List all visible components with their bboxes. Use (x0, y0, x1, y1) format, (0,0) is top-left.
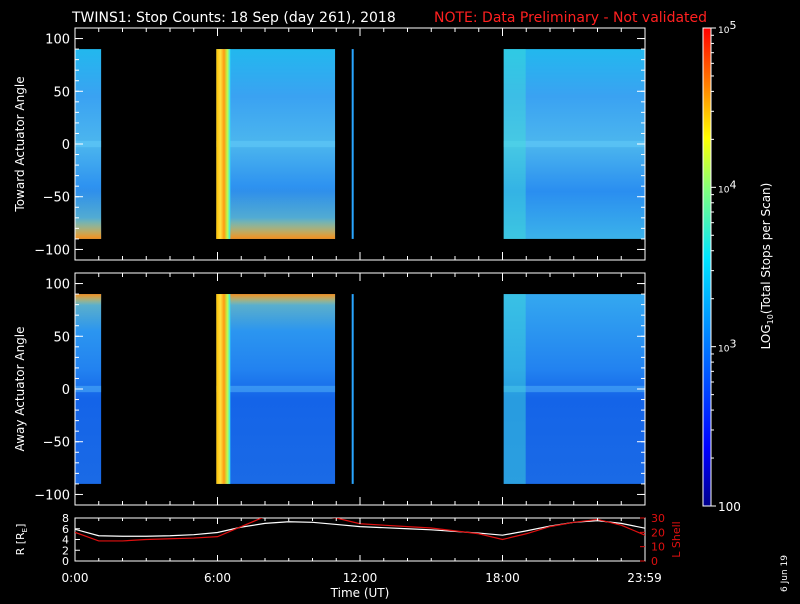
colorbar-tick-label: 105 (718, 19, 736, 36)
colorbar-tick-exp: 5 (729, 19, 736, 32)
colorbar-tick-label: 100 (718, 500, 741, 514)
y-tick-label: −100 (34, 488, 70, 503)
zero-angle-band (216, 385, 336, 393)
away-heatmap-panel: 100 50 0 −50 −100 Away Actuator Angle (13, 272, 646, 506)
x-tick-label: 18:00 (485, 571, 520, 585)
preliminary-note: NOTE: Data Preliminary - Not validated (434, 10, 707, 26)
right-y-tick-label: 10 (651, 541, 665, 554)
zero-angle-band (503, 385, 645, 393)
y-tick-label: −50 (43, 191, 70, 206)
left-y-tick-label: 2 (62, 544, 69, 557)
zero-angle-band (216, 140, 336, 148)
y-tick-label: −50 (43, 436, 70, 451)
y-tick-label: 100 (45, 278, 70, 293)
leading-stripes (503, 49, 526, 239)
y-tick-label: 0 (62, 138, 70, 153)
left-y-tick-label: 8 (62, 512, 69, 525)
date-stamp: 6 Jun 19 (780, 555, 790, 592)
coverage-block (503, 49, 645, 239)
leading-stripes (216, 49, 231, 239)
left-y-tick-label: 6 (62, 523, 69, 536)
x-tick-label: 23:59 (627, 571, 662, 585)
left-y-tick-label: 0 (62, 555, 69, 568)
warm-edge (75, 186, 102, 239)
warm-edge (216, 186, 336, 239)
y-tick-label: 0 (62, 383, 70, 398)
coverage-block (503, 294, 645, 484)
left-y-tick-label: 4 (62, 534, 69, 547)
x-axis-label: Time (UT) (330, 586, 390, 600)
colorbar-label-main: LOG (759, 324, 773, 349)
chart-title: TWINS1: Stop Counts: 18 Sep (day 261), 2… (71, 10, 396, 26)
radius-axis-label-sub: E (21, 528, 29, 532)
radius-axis-label: R [RE] (14, 524, 29, 556)
colorbar-tick-label: 103 (718, 338, 736, 355)
colorbar-label-sub: 10 (766, 314, 775, 324)
colorbar-tick-label: 104 (718, 178, 736, 195)
coverage-block (351, 49, 354, 239)
radius-axis-label-end: ] (14, 524, 27, 528)
zero-angle-band (75, 140, 102, 148)
colorbar-tick-base: 10 (718, 185, 730, 195)
y-axis-label: Toward Actuator Angle (13, 76, 27, 212)
leading-stripes (216, 294, 231, 484)
lshell-axis-label: L Shell (670, 521, 683, 557)
toward-heatmap-panel: 100 50 0 −50 −100 Toward Actuator Angle (13, 27, 646, 261)
radius-axis-label-main: R [R (14, 532, 27, 555)
colorbar-tick-base: 10 (718, 26, 730, 36)
right-y-tick-label: 0 (651, 555, 658, 568)
colorbar-tick-exp: 4 (729, 178, 736, 191)
y-tick-label: 50 (53, 330, 70, 345)
y-tick-label: 100 (45, 33, 70, 48)
colorbar-label-rest: (Total Stops per Scan) (759, 183, 773, 314)
colorbar-tick-exp: 3 (729, 338, 736, 351)
zero-angle-band (503, 140, 645, 148)
y-tick-label: −100 (34, 243, 70, 258)
x-tick-label: 6:00 (204, 571, 231, 585)
colorbar-scale (702, 27, 712, 507)
y-axis-label: Away Actuator Angle (13, 326, 27, 451)
colorbar-tick-base: 10 (718, 345, 730, 355)
colorbar-label: LOG10(Total Stops per Scan) (759, 183, 775, 350)
x-tick-label: 0:00 (62, 571, 89, 585)
warm-edge (75, 294, 102, 331)
right-y-tick-label: 30 (651, 512, 665, 525)
right-y-tick-label: 20 (651, 526, 665, 539)
leading-stripes (503, 294, 526, 484)
coverage-block (351, 294, 354, 484)
warm-edge (216, 294, 336, 331)
x-tick-label: 12:00 (343, 571, 378, 585)
zero-angle-band (75, 385, 102, 393)
y-tick-label: 50 (53, 85, 70, 100)
